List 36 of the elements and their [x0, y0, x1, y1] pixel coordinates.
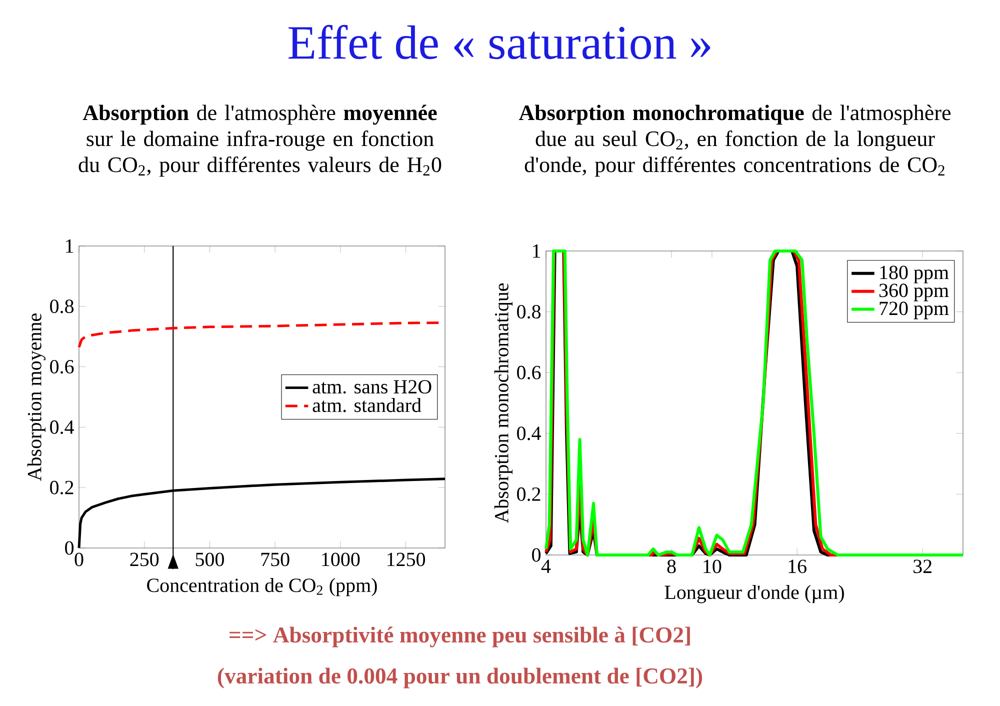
legend-label: 720 ppm: [880, 302, 949, 320]
x-tick-label: 0: [74, 552, 84, 566]
y-tick-label: 0.4: [50, 420, 74, 434]
chart-title: Effet de « saturation »: [288, 24, 710, 60]
x-tick-label: 1000: [322, 552, 360, 566]
legend-label: atm. sans H2O: [312, 380, 432, 394]
x-tick-label: 4: [541, 560, 551, 573]
x-tick-label: 1250: [388, 552, 426, 566]
y-tick-label: 0.2: [517, 487, 540, 501]
y-tick-label: 0.6: [50, 360, 74, 374]
text: Absorption de l'atmosphère moyennée sur le domaine infra-rouge en fonction du CO$_{2}$, pour différentes valeurs de H$_{2}$0: [78, 104, 442, 177]
y-tick-label: 1: [66, 239, 74, 253]
x-tick-label: 32: [914, 560, 932, 574]
text: Absorption monochromatique de l'atmosphère due au seul CO$_{2}$, en fonction de la longueur d'onde, pour différentes concentrations de CO$_{2}$: [518, 104, 950, 177]
x-tick-label: 500: [196, 552, 224, 566]
x-tick-label: 250: [130, 552, 159, 566]
x-tick-label: 8: [667, 560, 676, 574]
y-tick-label: 0.2: [50, 480, 74, 494]
legend-label: 360 ppm: [879, 284, 949, 302]
x-axis-title: Concentration de CO$_{2}$ (ppm): [147, 578, 377, 596]
text: (variation de 0.004 pour un doublement de [CO2]): [218, 668, 702, 688]
x-axis-title: Longueur d'onde (µm): [664, 585, 844, 604]
y-tick-label: 0.4: [517, 426, 541, 440]
text: ==> Absorptivité moyenne peu sensible à [CO2]: [230, 626, 690, 648]
y-tick-label: 0.8: [517, 304, 541, 319]
x-tick-label: 16: [788, 560, 806, 574]
x-tick-label: 10: [704, 560, 722, 574]
y-tick-label: 0.6: [517, 366, 541, 380]
legend-label: 180 ppm: [880, 266, 949, 284]
y-tick-label: 0.8: [50, 300, 74, 314]
y-tick-label: 1: [533, 244, 540, 258]
y-axis-title: Absorption monochromatique: [494, 283, 512, 524]
x-tick-label: 750: [261, 552, 290, 566]
y-axis-title: Absorption moyenne: [27, 314, 46, 481]
y-tick-label: 0: [65, 541, 74, 555]
legend-label: atm. standard: [312, 398, 422, 412]
